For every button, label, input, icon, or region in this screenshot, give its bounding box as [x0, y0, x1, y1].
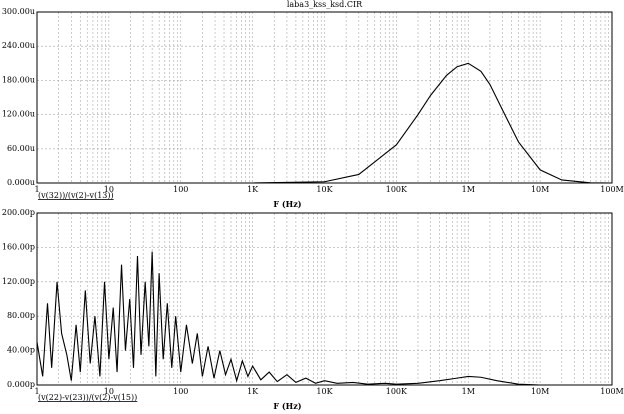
x-tick-label: 1 [34, 387, 39, 396]
y-tick-label: 0.000u [7, 178, 35, 187]
plot-frame [36, 212, 613, 386]
y-tick-label: 80.00p [7, 311, 35, 320]
x-axis-label: F (Hz) [273, 199, 301, 209]
plot-frame [36, 11, 613, 184]
y-tick-label: 200.00p [2, 208, 35, 217]
x-tick-label: 10M [531, 185, 549, 194]
y-tick-label: 180.00u [2, 75, 35, 84]
x-tick-label: 10 [104, 185, 114, 194]
x-tick-label: 1K [247, 387, 259, 396]
y-tick-label: 120.00p [2, 277, 35, 286]
x-tick-label: 100M [600, 387, 623, 396]
x-tick-label: 10K [316, 185, 333, 194]
y-tick-label: 60.00u [7, 144, 35, 153]
y-tick-label: 300.00u [2, 7, 35, 16]
x-tick-label: 10M [531, 387, 549, 396]
y-tick-label: 160.00p [2, 242, 35, 251]
x-tick-label: 1M [462, 387, 475, 396]
y-tick-label: 40.00p [7, 346, 35, 355]
x-tick-label: 1M [462, 185, 475, 194]
x-tick-label: 10K [316, 387, 333, 396]
legend-label: (v(22)-v(23))/(v(2)-v(15)) [38, 393, 137, 402]
y-tick-label: 120.00u [2, 110, 35, 119]
legend-label: (v(32))/(v(2)-v(13)) [38, 191, 114, 200]
x-tick-label: 100 [173, 387, 188, 396]
x-tick-label: 1 [34, 185, 39, 194]
series-line [37, 62, 613, 184]
x-tick-label: 1K [247, 185, 259, 194]
x-tick-label: 100K [386, 387, 408, 396]
y-tick-label: 240.00u [2, 41, 35, 50]
x-tick-label: 10 [104, 387, 114, 396]
x-tick-label: 100M [600, 185, 623, 194]
x-axis-label: F (Hz) [273, 401, 301, 411]
series-line [36, 251, 612, 386]
x-tick-label: 100K [386, 185, 408, 194]
chart-title: laba3_kss_ksd.CIR [287, 0, 363, 9]
x-tick-label: 100 [173, 185, 188, 194]
y-tick-label: 0.000p [7, 380, 35, 389]
